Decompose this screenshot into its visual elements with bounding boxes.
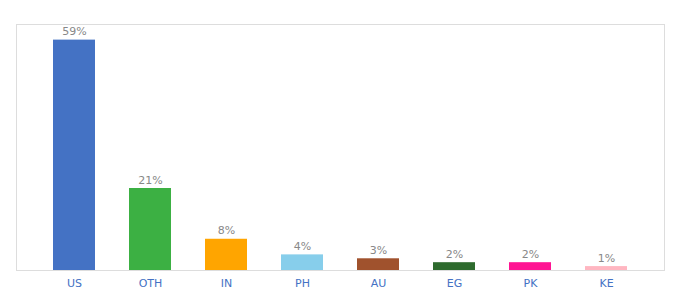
svg-text:IN: IN [221,277,232,290]
svg-text:AU: AU [371,277,387,290]
svg-text:PH: PH [295,277,310,290]
svg-text:2%: 2% [522,248,539,261]
svg-text:21%: 21% [138,174,162,187]
svg-text:8%: 8% [218,224,235,237]
svg-text:2%: 2% [446,248,463,261]
svg-text:US: US [67,277,82,290]
svg-text:PK: PK [524,277,539,290]
svg-text:59%: 59% [62,25,86,38]
svg-text:OTH: OTH [139,277,163,290]
svg-text:3%: 3% [370,244,387,257]
svg-text:1%: 1% [598,252,615,265]
svg-text:EG: EG [447,277,462,290]
svg-text:4%: 4% [294,240,311,253]
svg-text:KE: KE [599,277,613,290]
